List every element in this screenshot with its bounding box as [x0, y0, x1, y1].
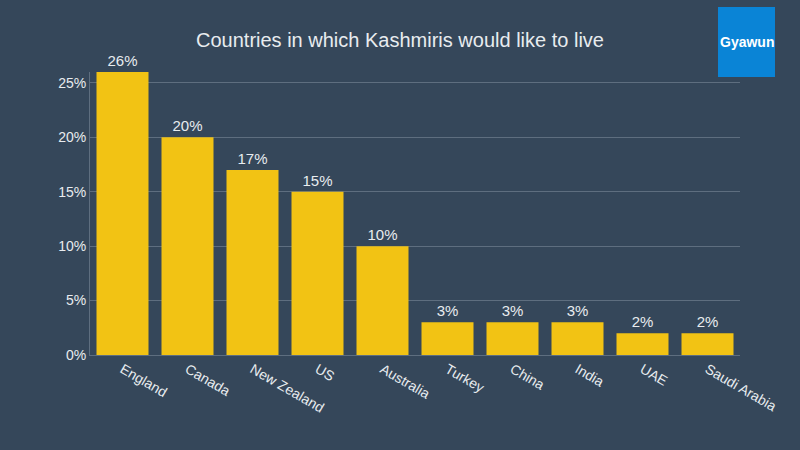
svg-text:15%: 15%	[302, 172, 332, 189]
svg-text:25%: 25%	[58, 75, 86, 91]
svg-text:0%: 0%	[66, 347, 86, 363]
svg-text:10%: 10%	[367, 226, 397, 243]
svg-text:England: England	[118, 361, 171, 401]
svg-text:20%: 20%	[172, 117, 202, 134]
svg-text:New Zealand: New Zealand	[248, 361, 327, 416]
svg-text:3%: 3%	[502, 302, 524, 319]
svg-text:Canada: Canada	[183, 361, 234, 399]
svg-text:2%: 2%	[697, 313, 719, 330]
svg-text:Saudi Arabia: Saudi Arabia	[703, 361, 780, 415]
svg-text:3%: 3%	[567, 302, 589, 319]
svg-text:26%: 26%	[107, 52, 137, 69]
svg-text:UAE: UAE	[638, 361, 671, 389]
svg-text:10%: 10%	[58, 238, 86, 254]
svg-text:15%: 15%	[58, 184, 86, 200]
svg-text:3%: 3%	[437, 302, 459, 319]
svg-text:India: India	[573, 361, 607, 390]
svg-text:Gyawun: Gyawun	[720, 34, 774, 50]
svg-text:Countries in which Kashmiris w: Countries in which Kashmiris would like …	[196, 29, 604, 51]
svg-text:US: US	[313, 361, 338, 385]
svg-text:Turkey: Turkey	[443, 361, 488, 396]
svg-text:Australia: Australia	[378, 361, 433, 402]
svg-text:20%: 20%	[58, 129, 86, 145]
svg-text:17%: 17%	[237, 150, 267, 167]
svg-text:China: China	[508, 361, 548, 393]
svg-text:5%: 5%	[66, 292, 86, 308]
svg-text:2%: 2%	[632, 313, 654, 330]
